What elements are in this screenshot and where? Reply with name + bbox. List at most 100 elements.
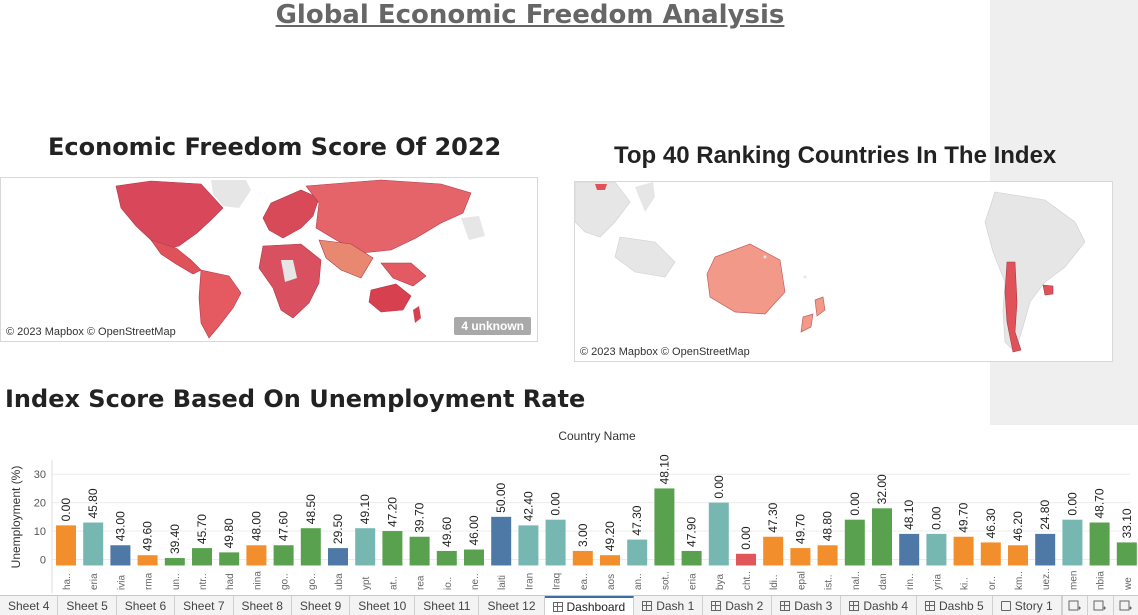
- bar[interactable]: [926, 533, 947, 566]
- category-label[interactable]: nbia: [1096, 571, 1107, 590]
- category-label[interactable]: yria: [932, 573, 943, 590]
- bar[interactable]: [1116, 542, 1137, 566]
- category-label[interactable]: ivia: [116, 575, 127, 590]
- category-label[interactable]: ist..: [824, 574, 835, 590]
- sheet-tab[interactable]: Sheet 5: [58, 596, 117, 615]
- bar[interactable]: [844, 519, 865, 566]
- new-worksheet-icon[interactable]: [1061, 596, 1087, 615]
- bar[interactable]: [518, 525, 539, 566]
- sheet-tab[interactable]: Dash 2: [703, 596, 773, 615]
- bar[interactable]: [545, 519, 566, 566]
- category-label[interactable]: go..: [307, 573, 318, 590]
- bar[interactable]: [382, 531, 403, 566]
- bar[interactable]: [817, 545, 838, 566]
- bar[interactable]: [300, 528, 321, 566]
- category-label[interactable]: io..: [443, 577, 454, 590]
- bar[interactable]: [980, 542, 1001, 566]
- category-label[interactable]: rma: [144, 572, 155, 590]
- category-label[interactable]: ldi..: [769, 574, 780, 590]
- unemployment-bar-chart[interactable]: Country Name Unemployment (%) 0 10 20 30 0.…: [0, 425, 1138, 595]
- category-label[interactable]: had: [225, 573, 236, 590]
- bar[interactable]: [872, 508, 892, 566]
- category-label[interactable]: aos: [606, 574, 617, 590]
- category-label[interactable]: uba: [334, 573, 345, 590]
- bar[interactable]: [899, 533, 920, 566]
- bar[interactable]: [708, 502, 729, 566]
- category-label[interactable]: un..: [171, 573, 182, 590]
- bar[interactable]: [1062, 519, 1083, 566]
- bar[interactable]: [654, 488, 675, 566]
- sheet-tab[interactable]: Sheet 6: [117, 596, 176, 615]
- sheet-tab[interactable]: Dash 1: [634, 596, 704, 615]
- category-label[interactable]: sot..: [660, 571, 671, 590]
- category-label[interactable]: an..: [633, 573, 644, 590]
- bar[interactable]: [1089, 522, 1110, 566]
- bar[interactable]: [56, 525, 76, 566]
- sheet-tab[interactable]: Story 1: [993, 596, 1062, 615]
- category-label[interactable]: ea..: [579, 573, 590, 590]
- category-label[interactable]: dan: [878, 573, 889, 590]
- bar[interactable]: [110, 545, 131, 566]
- bar[interactable]: [164, 558, 185, 566]
- bar[interactable]: [491, 516, 512, 566]
- category-label[interactable]: epal: [796, 571, 807, 590]
- sheet-tab[interactable]: Dashb 5: [917, 596, 993, 615]
- category-label[interactable]: cht..: [742, 571, 753, 590]
- bar[interactable]: [763, 536, 784, 566]
- category-label[interactable]: go..: [280, 573, 291, 590]
- bar[interactable]: [328, 548, 348, 566]
- unknown-badge[interactable]: 4 unknown: [454, 317, 531, 335]
- category-label[interactable]: eria: [89, 573, 100, 590]
- bar[interactable]: [627, 539, 648, 566]
- bar[interactable]: [681, 550, 702, 566]
- category-label[interactable]: or..: [987, 576, 998, 590]
- sheet-tab[interactable]: Sheet 4: [0, 596, 59, 615]
- category-label[interactable]: uez..: [1041, 568, 1052, 590]
- bar[interactable]: [219, 552, 240, 566]
- category-label[interactable]: ntr..: [198, 573, 209, 590]
- bar[interactable]: [436, 550, 457, 566]
- bar[interactable]: [736, 553, 756, 566]
- category-label[interactable]: at..: [388, 576, 399, 590]
- bar[interactable]: [273, 545, 294, 566]
- sheet-tab[interactable]: Sheet 10: [350, 596, 416, 615]
- bar[interactable]: [600, 555, 620, 566]
- bar[interactable]: [572, 550, 593, 566]
- category-label[interactable]: rin..: [905, 573, 916, 590]
- category-label[interactable]: rea: [416, 575, 427, 590]
- category-label[interactable]: bya: [715, 573, 726, 590]
- bar[interactable]: [1008, 545, 1028, 566]
- category-label[interactable]: ypt: [361, 576, 372, 590]
- category-label[interactable]: nina: [252, 571, 263, 590]
- economic-freedom-map[interactable]: © 2023 Mapbox © OpenStreetMap 4 unknown: [0, 177, 538, 342]
- bar[interactable]: [790, 548, 811, 566]
- y-axis-label[interactable]: Unemployment (%): [9, 466, 23, 569]
- bar[interactable]: [409, 536, 430, 566]
- bar[interactable]: [464, 549, 484, 566]
- bar[interactable]: [246, 545, 267, 566]
- bar[interactable]: [192, 548, 212, 566]
- sheet-tab[interactable]: Sheet 11: [415, 596, 480, 615]
- new-story-icon[interactable]: [1112, 596, 1138, 615]
- category-label[interactable]: nal..: [851, 571, 862, 590]
- bar[interactable]: [953, 536, 974, 566]
- map-attribution[interactable]: © 2023 Mapbox © OpenStreetMap: [580, 346, 750, 358]
- map-attribution[interactable]: © 2023 Mapbox © OpenStreetMap: [6, 326, 176, 338]
- category-label[interactable]: ha..: [62, 573, 73, 590]
- sheet-tab[interactable]: Sheet 12: [479, 596, 545, 615]
- category-label[interactable]: Iraq: [552, 573, 563, 590]
- sheet-tab[interactable]: Dashb 4: [841, 596, 918, 615]
- sheet-tab[interactable]: Sheet 8: [234, 596, 292, 615]
- category-label[interactable]: km..: [1014, 571, 1025, 590]
- top-40-map[interactable]: © 2023 Mapbox © OpenStreetMap: [574, 181, 1113, 362]
- column-header[interactable]: Country Name: [558, 429, 636, 443]
- category-label[interactable]: laiti: [497, 575, 508, 590]
- bar[interactable]: [1035, 533, 1056, 566]
- sheet-tab[interactable]: Dashboard: [544, 596, 635, 615]
- category-label[interactable]: men: [1068, 571, 1079, 590]
- bar[interactable]: [355, 528, 376, 566]
- category-label[interactable]: ki..: [960, 577, 971, 590]
- category-label[interactable]: Iran: [524, 573, 535, 590]
- category-label[interactable]: eria: [688, 573, 699, 590]
- sheet-tab[interactable]: Sheet 9: [292, 596, 351, 615]
